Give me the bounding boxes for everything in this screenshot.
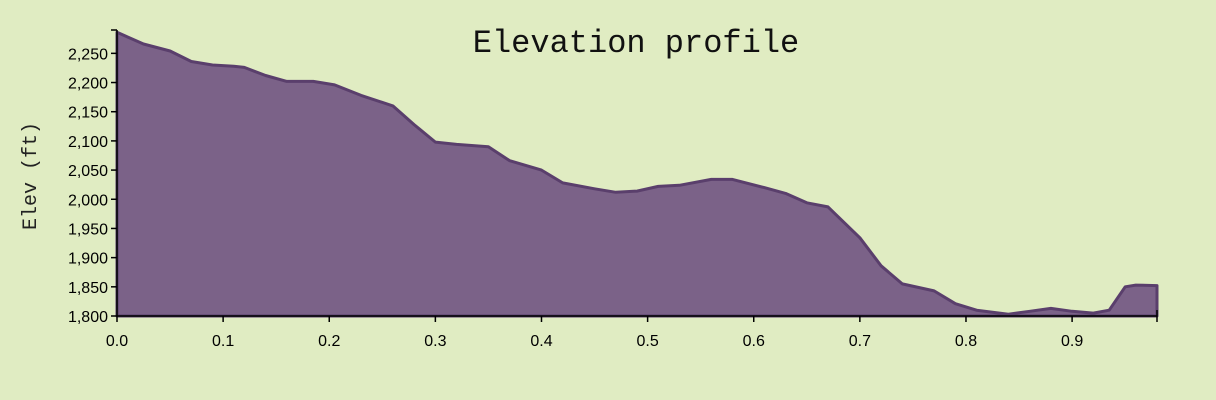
x-tick-label: 0.5 bbox=[636, 333, 658, 350]
x-tick-label: 0.4 bbox=[530, 333, 552, 350]
y-tick-label: 1,800 bbox=[68, 309, 108, 326]
elevation-area bbox=[115, 30, 1159, 318]
y-tick-label: 2,250 bbox=[68, 46, 108, 63]
x-tick-label: 0.0 bbox=[106, 333, 128, 350]
y-tick-label: 2,000 bbox=[68, 192, 108, 209]
x-tick-label: 0.9 bbox=[1061, 333, 1083, 350]
y-axis-label: Elev (ft) bbox=[20, 122, 43, 230]
y-tick-label: 2,150 bbox=[68, 105, 108, 122]
y-tick-label: 2,050 bbox=[68, 163, 108, 180]
y-tick-label: 1,900 bbox=[68, 251, 108, 268]
x-tick-label: 0.8 bbox=[955, 333, 977, 350]
y-tick-label: 2,200 bbox=[68, 76, 108, 93]
y-tick-label: 1,850 bbox=[68, 280, 108, 297]
plot-area bbox=[115, 30, 1159, 318]
chart-title: Elevation profile bbox=[473, 25, 799, 62]
x-tick-label: 0.1 bbox=[212, 333, 234, 350]
y-axis: 1,800 1,850 1,900 1,950 2,000 2,050 2,100 2,150… bbox=[68, 29, 118, 326]
x-tick-label: 0.6 bbox=[743, 333, 765, 350]
y-tick-label: 2,100 bbox=[68, 134, 108, 151]
y-tick-label: 1,950 bbox=[68, 221, 108, 238]
x-tick-label: 0.7 bbox=[849, 333, 871, 350]
x-axis: 0.0 0.1 0.2 0.3 0.4 0.5 0.6 0.7 0.8 0.9 bbox=[106, 310, 1158, 350]
x-tick-label: 0.3 bbox=[424, 333, 446, 350]
x-tick-label: 0.2 bbox=[318, 333, 340, 350]
